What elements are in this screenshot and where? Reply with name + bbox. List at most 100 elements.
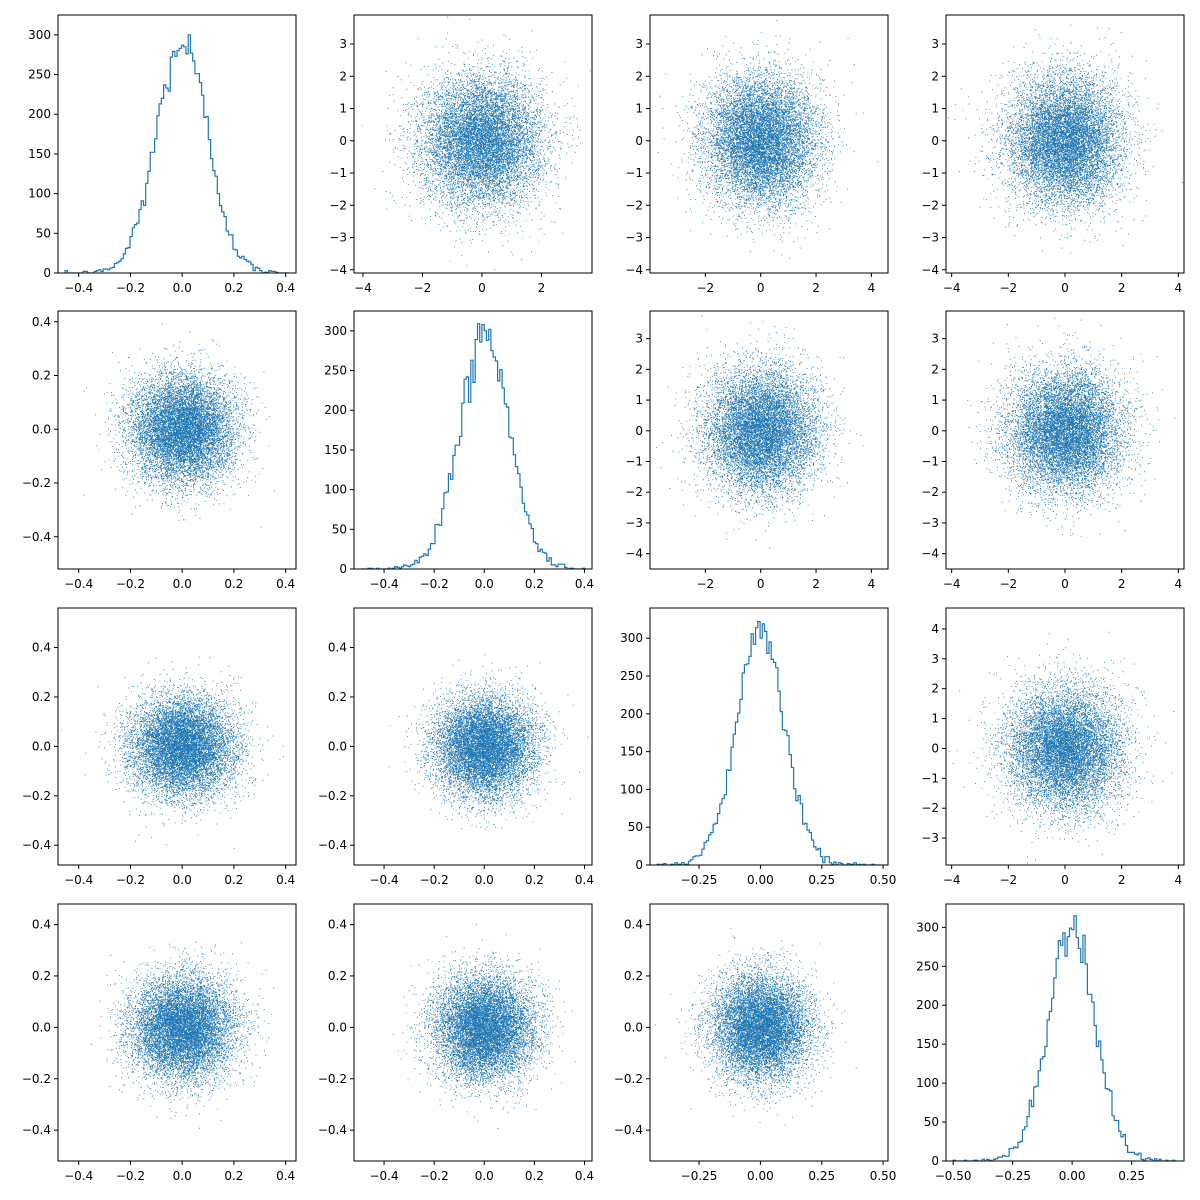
scatter-points [654,928,857,1126]
x-tick-label: −0.2 [420,577,449,591]
y-tick-label: 3 [635,37,643,51]
y-tick-label: −1 [921,455,939,469]
y-tick-label: 50 [924,1115,939,1129]
x-tick-label: 0.4 [276,1169,295,1183]
x-tick-label: −0.2 [116,577,145,591]
y-tick-label: −0.4 [22,1123,51,1137]
panel-r3c1: −0.4 −0.2 0.0 0.2 0.4 −0.4 −0.2 0.0 0.2 0.4 [22,607,297,887]
y-tick-label: 250 [28,68,51,82]
y-tick-label: 250 [620,669,643,683]
x-tick-label: −0.4 [369,1169,398,1183]
y-tick-label: 0.0 [624,1020,643,1034]
y-tick-label: 0.4 [328,641,347,655]
x-tick-label: 4 [868,577,876,591]
y-tick-label: 0.0 [32,1020,51,1034]
axes-frame [353,607,593,866]
y-tick-label: 2 [931,362,939,376]
y-tick-label: 0.4 [32,918,51,932]
y-tick-label: −0.2 [614,1072,643,1086]
x-tick-label: −0.4 [64,873,93,887]
y-tick-label: 1 [635,102,643,116]
y-tick-label: 50 [36,226,51,240]
x-tick-label: 0.2 [525,873,544,887]
y-tick-label: 3 [339,37,347,51]
x-tick-label: 0.4 [276,577,295,591]
panel-r3c3: −0.25 0.00 0.25 0.50 0 50 100 150 200 250 300 [620,607,896,887]
x-tick-label: 0.2 [224,1169,243,1183]
x-tick-label: 0 [1061,281,1069,295]
x-tick-label: 0.00 [747,873,774,887]
x-tick-label: −0.25 [681,1169,718,1183]
y-tick-label: 2 [339,69,347,83]
y-tick-label: 0.4 [624,918,643,932]
panel-r1c4: −4 −2 0 2 4 −4 −3 −2 −1 0 1 2 3 [921,14,1185,295]
x-tick-label: −0.4 [369,577,398,591]
x-tick-label: −0.25 [681,873,718,887]
y-tick-label: 1 [931,712,939,726]
panel-r2c2: −0.4 −0.2 0.0 0.2 0.4 0 50 100 150 200 250 300 [324,310,594,591]
y-tick-label: 0.4 [328,918,347,932]
x-tick-label: −4 [943,873,961,887]
y-tick-label: 150 [28,147,51,161]
y-tick-label: −0.4 [318,1123,347,1137]
plot-area [61,656,284,850]
x-tick-label: 0.0 [475,577,494,591]
x-tick-label: 0.0 [475,1169,494,1183]
panel-r1c2: −4 −2 0 2 −4 −3 −2 −1 0 1 2 3 [329,14,593,295]
y-tick-label: −3 [625,231,643,245]
y-tick-label: 200 [916,998,939,1012]
y-tick-label: 300 [916,920,939,934]
panel-r2c1: −0.4 −0.2 0.0 0.2 0.4 −0.4 −0.2 0.0 0.2 0.4 [22,310,297,591]
panel-r4c2: −0.4 −0.2 0.0 0.2 0.4 −0.4 −0.2 0.0 0.2 0.4 [318,903,594,1183]
y-tick-label: 0.2 [328,969,347,983]
x-tick-label: 0.0 [173,281,192,295]
y-tick-label: 0 [931,424,939,438]
scatter-points [967,318,1176,537]
x-tick-label: 2 [1118,873,1126,887]
x-tick-label: 4 [1175,281,1183,295]
x-tick-label: 0.25 [1118,1169,1145,1183]
y-tick-label: 3 [635,332,643,346]
y-tick-label: 2 [635,362,643,376]
x-tick-label: 0.50 [870,1169,897,1183]
scatter-points [388,654,589,830]
y-tick-label: 0.2 [32,969,51,983]
x-tick-label: 0.2 [224,281,243,295]
y-tick-label: 200 [28,107,51,121]
y-tick-label: 2 [931,682,939,696]
y-tick-label: 0 [339,562,347,576]
y-tick-label: −0.2 [318,1072,347,1086]
y-tick-label: −3 [921,516,939,530]
panel-r1c1: −0.4 −0.2 0.0 0.2 0.4 0 50 100 150 200 250 300 [28,14,297,295]
y-tick-label: 0 [931,1154,939,1168]
panel-r4c1: −0.4 −0.2 0.0 0.2 0.4 −0.4 −0.2 0.0 0.2 0.4 [22,903,297,1183]
panel-r2c3: −2 0 2 4 −4 −3 −2 −1 0 1 2 3 [625,310,889,591]
x-tick-label: −2 [999,281,1017,295]
y-tick-label: −3 [921,831,939,845]
y-tick-label: 150 [620,745,643,759]
y-tick-label: 200 [620,707,643,721]
x-tick-label: 0.2 [224,577,243,591]
panel-r4c4: −0.50 −0.25 0.00 0.25 0 50 100 150 200 250 300 [916,903,1185,1183]
axes-frame [353,310,593,570]
axes-frame [649,310,889,570]
y-tick-label: 1 [931,102,939,116]
y-tick-label: 50 [332,522,347,536]
panel-r4c3: −0.25 0.00 0.25 0.50 −0.4 −0.2 0.0 0.2 0.4 [614,903,897,1183]
y-tick-label: −0.4 [614,1123,643,1137]
x-tick-label: 0.0 [475,873,494,887]
y-tick-label: 0 [635,424,643,438]
y-tick-label: 1 [931,393,939,407]
y-tick-label: 4 [931,622,939,636]
x-tick-label: 0.4 [575,1169,594,1183]
scatter-points [392,924,576,1129]
y-tick-label: −2 [921,801,939,815]
x-tick-label: −0.2 [116,281,145,295]
plot-area [392,924,576,1129]
x-tick-label: 2 [812,577,820,591]
y-tick-label: 3 [931,37,939,51]
x-tick-label: −0.4 [64,281,93,295]
y-tick-label: 3 [931,652,939,666]
x-tick-label: −0.4 [369,873,398,887]
